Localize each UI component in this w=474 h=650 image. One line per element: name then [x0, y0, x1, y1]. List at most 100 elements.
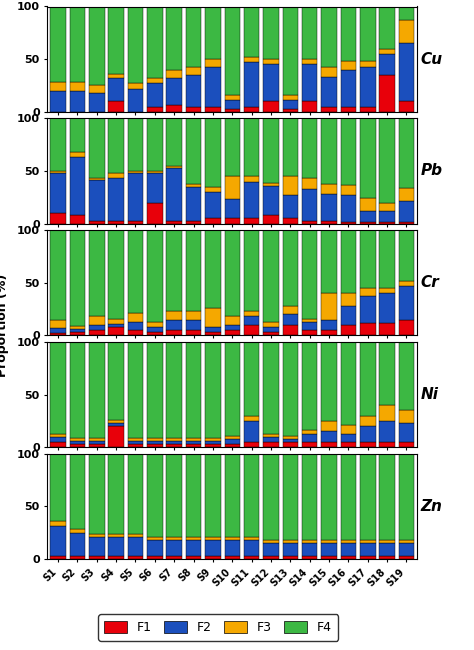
- Text: Cr: Cr: [421, 275, 439, 291]
- Bar: [70, 83, 85, 91]
- Bar: [70, 532, 85, 556]
- Bar: [205, 342, 220, 437]
- Bar: [186, 6, 201, 66]
- Bar: [321, 107, 337, 112]
- Bar: [50, 556, 66, 559]
- Bar: [225, 200, 240, 218]
- Bar: [109, 318, 124, 324]
- Bar: [128, 322, 143, 330]
- Bar: [70, 152, 85, 157]
- Bar: [341, 230, 356, 293]
- Bar: [166, 441, 182, 444]
- Bar: [166, 166, 182, 168]
- Bar: [166, 556, 182, 559]
- Bar: [186, 441, 201, 444]
- Bar: [244, 230, 259, 311]
- Bar: [147, 537, 163, 540]
- Bar: [109, 556, 124, 559]
- Bar: [263, 186, 279, 215]
- Bar: [399, 410, 414, 423]
- Bar: [128, 6, 143, 83]
- Bar: [147, 342, 163, 437]
- Bar: [186, 311, 201, 320]
- Bar: [205, 107, 220, 112]
- Bar: [147, 441, 163, 444]
- Bar: [109, 534, 124, 537]
- Bar: [321, 556, 337, 559]
- Bar: [379, 54, 395, 75]
- Bar: [89, 537, 104, 556]
- Bar: [50, 442, 66, 447]
- Bar: [225, 330, 240, 335]
- Bar: [283, 306, 298, 315]
- Bar: [186, 454, 201, 537]
- Bar: [109, 454, 124, 534]
- Bar: [283, 6, 298, 95]
- Bar: [50, 521, 66, 527]
- Bar: [321, 330, 337, 335]
- Bar: [283, 454, 298, 540]
- Bar: [399, 101, 414, 112]
- Bar: [225, 540, 240, 556]
- Bar: [205, 540, 220, 556]
- Bar: [321, 320, 337, 330]
- Bar: [360, 288, 375, 296]
- Bar: [225, 317, 240, 325]
- Bar: [341, 342, 356, 425]
- Bar: [50, 454, 66, 521]
- Bar: [244, 62, 259, 107]
- Bar: [147, 107, 163, 112]
- Legend: F1, F2, F3, F4: F1, F2, F3, F4: [98, 614, 338, 640]
- Bar: [283, 342, 298, 436]
- Bar: [399, 118, 414, 188]
- Bar: [225, 118, 240, 176]
- Bar: [147, 556, 163, 559]
- Bar: [128, 173, 143, 220]
- Bar: [225, 444, 240, 447]
- Bar: [379, 222, 395, 224]
- Bar: [399, 556, 414, 559]
- Bar: [205, 192, 220, 218]
- Text: Proportion (%): Proportion (%): [0, 274, 9, 376]
- Bar: [302, 59, 318, 64]
- Bar: [379, 6, 395, 49]
- Bar: [302, 64, 318, 101]
- Bar: [70, 326, 85, 329]
- Bar: [302, 330, 318, 335]
- Bar: [263, 230, 279, 322]
- Text: Cu: Cu: [421, 52, 443, 67]
- Bar: [399, 320, 414, 335]
- Bar: [283, 118, 298, 176]
- Bar: [283, 218, 298, 224]
- Bar: [225, 230, 240, 317]
- Bar: [283, 176, 298, 195]
- Bar: [379, 556, 395, 559]
- Bar: [109, 342, 124, 420]
- Bar: [147, 332, 163, 335]
- Bar: [302, 318, 318, 322]
- Bar: [89, 325, 104, 330]
- Bar: [360, 540, 375, 543]
- Bar: [244, 442, 259, 447]
- Bar: [70, 91, 85, 112]
- Bar: [302, 543, 318, 556]
- Bar: [399, 222, 414, 224]
- Bar: [360, 222, 375, 224]
- Bar: [50, 526, 66, 556]
- Bar: [302, 101, 318, 112]
- Bar: [302, 556, 318, 559]
- Bar: [147, 230, 163, 322]
- Bar: [244, 218, 259, 224]
- Bar: [302, 430, 318, 434]
- Bar: [302, 118, 318, 178]
- Bar: [50, 342, 66, 434]
- Bar: [205, 59, 220, 66]
- Bar: [263, 6, 279, 59]
- Bar: [263, 118, 279, 183]
- Bar: [341, 6, 356, 61]
- Bar: [50, 83, 66, 91]
- Bar: [225, 218, 240, 224]
- Bar: [166, 230, 182, 311]
- Bar: [166, 444, 182, 447]
- Bar: [166, 320, 182, 330]
